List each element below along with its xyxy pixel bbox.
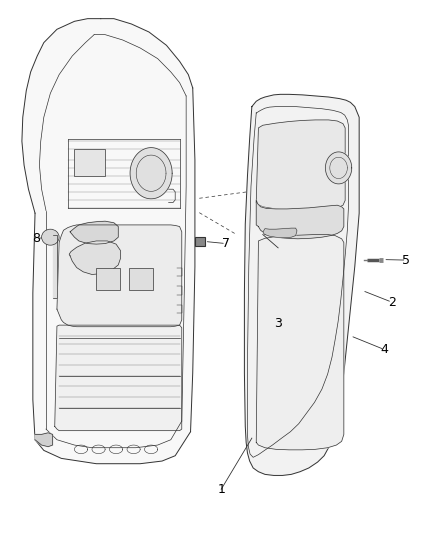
Polygon shape [130,148,172,199]
Text: 8: 8 [32,232,40,245]
Text: 3: 3 [274,317,282,330]
Text: 4: 4 [381,343,389,356]
Polygon shape [244,94,359,475]
FancyBboxPatch shape [96,268,120,290]
Polygon shape [325,152,352,184]
Polygon shape [256,200,344,239]
Polygon shape [69,241,120,274]
Text: 7: 7 [222,237,230,250]
Polygon shape [256,235,344,450]
FancyBboxPatch shape [74,149,105,176]
Text: 1: 1 [217,483,225,496]
Polygon shape [256,120,345,211]
Polygon shape [55,325,182,431]
Polygon shape [264,228,297,238]
Ellipse shape [42,229,59,245]
Polygon shape [57,225,182,327]
Text: 2: 2 [388,296,396,309]
Text: 5: 5 [403,254,410,266]
FancyBboxPatch shape [195,237,205,246]
Polygon shape [53,235,57,298]
Polygon shape [35,433,53,447]
Polygon shape [70,221,118,244]
FancyBboxPatch shape [129,268,153,290]
Polygon shape [22,19,195,464]
